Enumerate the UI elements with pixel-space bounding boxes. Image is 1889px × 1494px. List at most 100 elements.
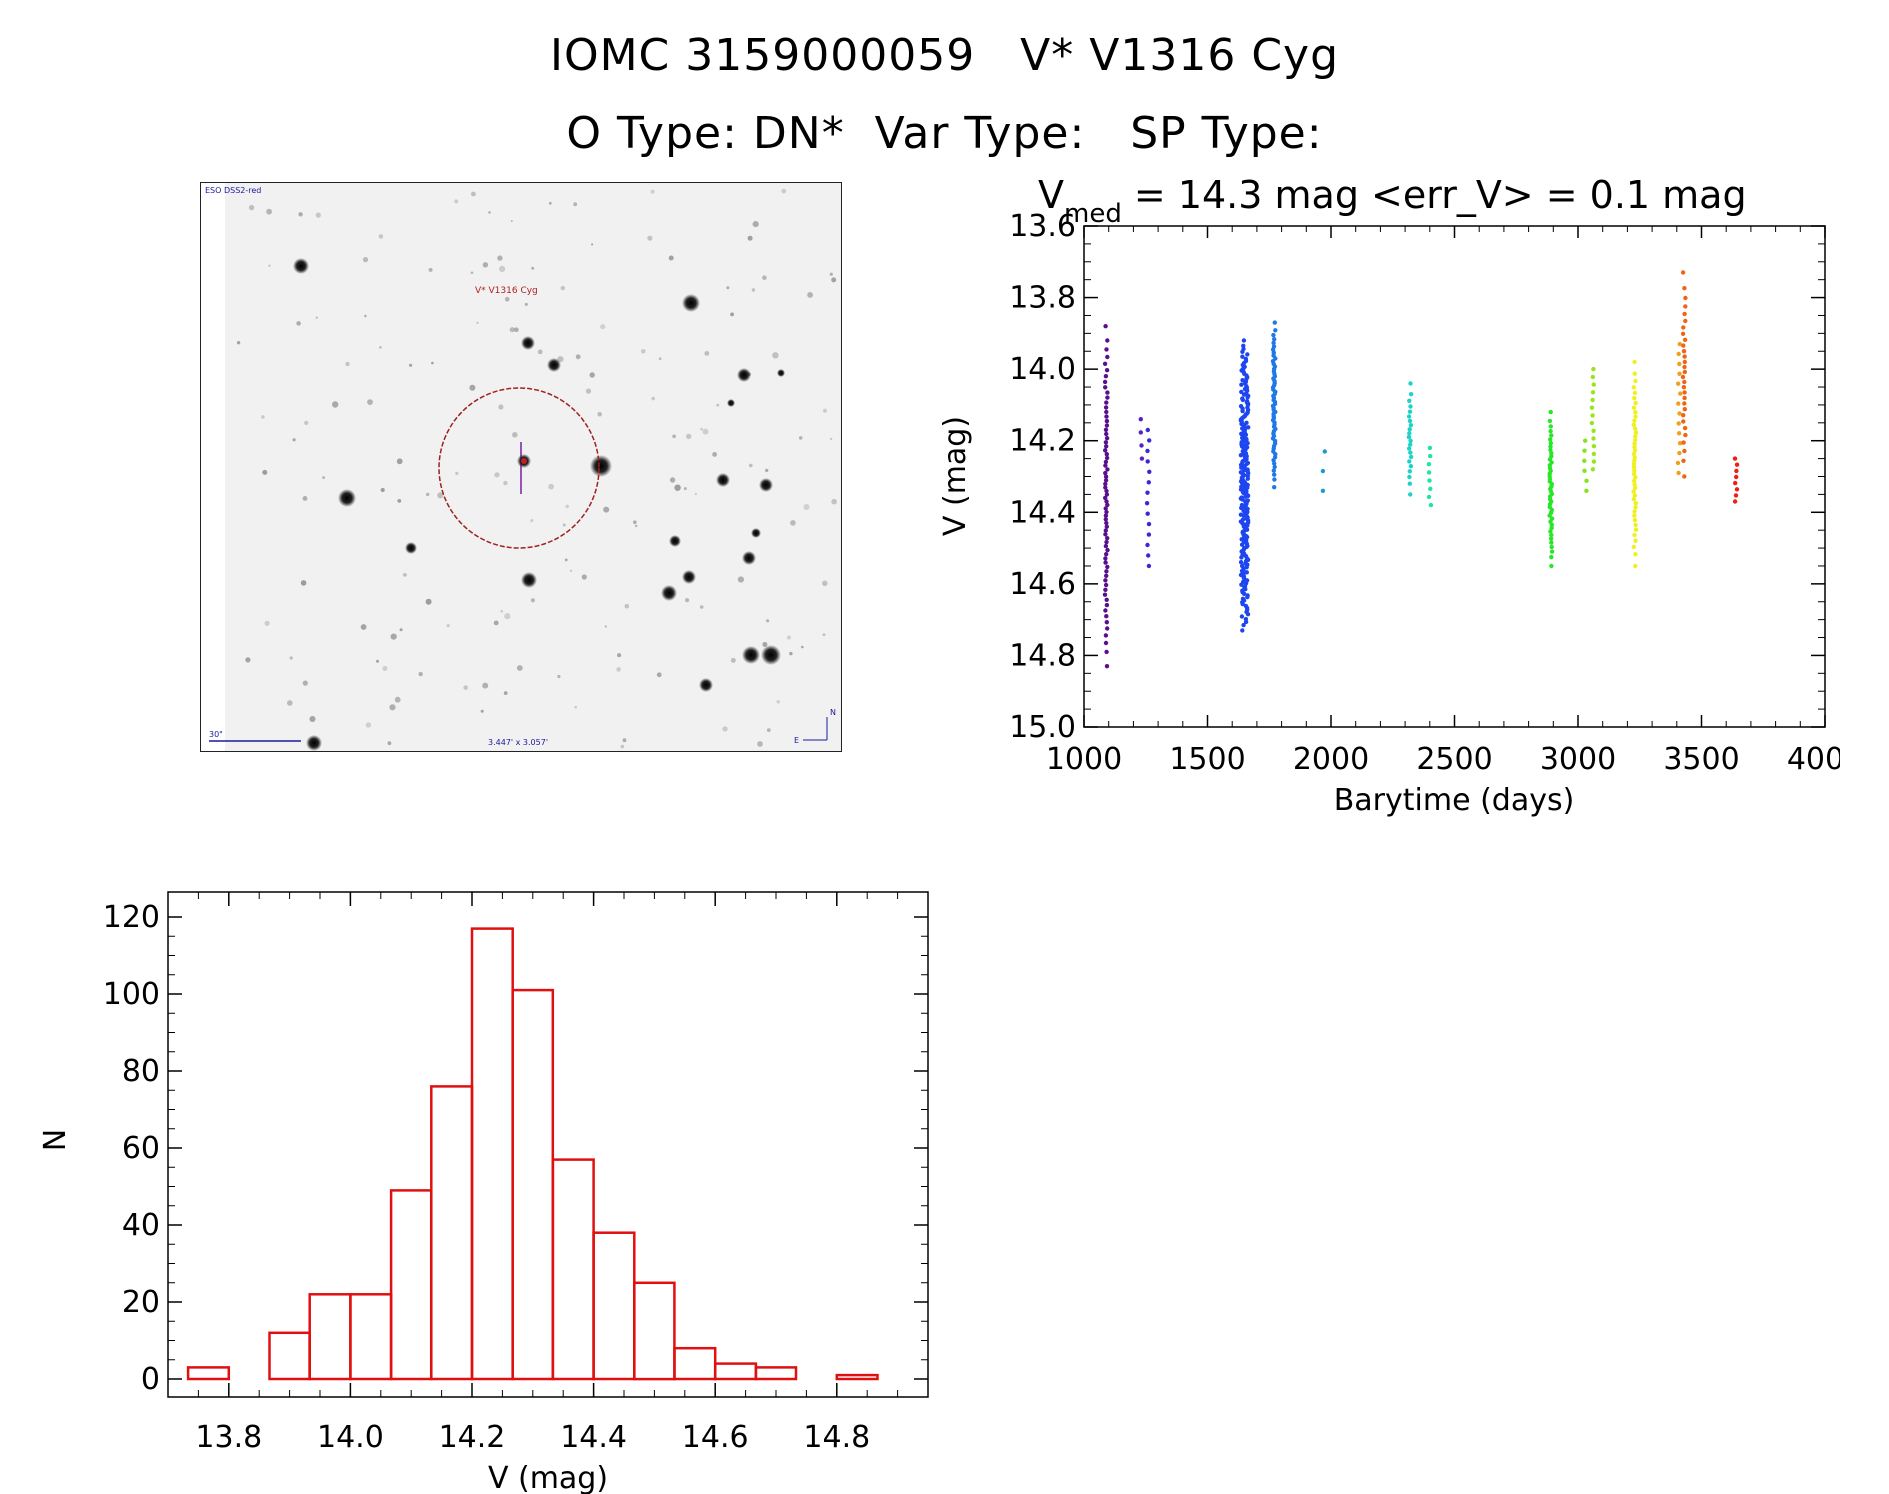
faint-star bbox=[304, 420, 309, 425]
lc-point-season-7 bbox=[1408, 392, 1414, 397]
target-circle bbox=[438, 387, 600, 549]
lc-point-season-1 bbox=[1104, 423, 1110, 428]
lc-point-season-2 bbox=[1139, 443, 1144, 448]
lc-y-tick-label: 14.2 bbox=[1009, 424, 1076, 459]
lc-point-season-11 bbox=[1591, 444, 1597, 449]
lc-point-season-1 bbox=[1104, 452, 1109, 457]
hist-y-tick-label: 100 bbox=[103, 977, 160, 1012]
lc-point-season-14 bbox=[1681, 458, 1686, 463]
lc-axes: 1000 1500 2000 2500 3000 3500 4000 13.6 13.8 14.0… bbox=[1009, 209, 1840, 777]
lc-point-season-1 bbox=[1104, 499, 1109, 504]
lc-point-season-14 bbox=[1682, 390, 1687, 395]
bright-star bbox=[306, 735, 322, 751]
lc-point-season-14 bbox=[1681, 440, 1686, 445]
faint-star bbox=[503, 480, 508, 486]
hist-x-tick-label: 13.8 bbox=[195, 1420, 262, 1455]
lc-point-season-4 bbox=[1240, 349, 1245, 354]
lc-point-season-9 bbox=[1548, 429, 1553, 434]
lc-point-season-3 bbox=[1145, 427, 1150, 433]
faint-star bbox=[497, 255, 503, 261]
faint-star bbox=[807, 292, 813, 298]
lc-point-season-14 bbox=[1683, 295, 1688, 301]
lc-point-season-1 bbox=[1103, 578, 1108, 583]
lc-point-season-1 bbox=[1103, 485, 1108, 490]
lc-point-season-12 bbox=[1631, 451, 1637, 457]
faint-star bbox=[616, 667, 621, 672]
lc-point-season-12 bbox=[1633, 430, 1639, 435]
faint-star bbox=[494, 472, 500, 478]
bright-star bbox=[521, 336, 535, 350]
lc-point-season-4 bbox=[1239, 582, 1244, 587]
faint-star bbox=[399, 628, 403, 632]
lc-point-season-13 bbox=[1677, 450, 1682, 456]
lc-point-season-15 bbox=[1733, 480, 1738, 486]
lc-point-season-1 bbox=[1104, 614, 1109, 619]
lc-point-season-5 bbox=[1271, 340, 1276, 346]
faint-star bbox=[261, 415, 265, 419]
lc-point-season-13 bbox=[1677, 411, 1682, 416]
lc-point-season-15 bbox=[1732, 499, 1738, 504]
lc-x-tick-label: 2500 bbox=[1416, 742, 1492, 777]
faint-star bbox=[658, 357, 662, 360]
faint-star bbox=[781, 188, 787, 194]
lc-point-season-7 bbox=[1408, 423, 1414, 428]
faint-star bbox=[831, 277, 837, 283]
lc-point-season-10 bbox=[1583, 438, 1588, 443]
lc-point-season-4 bbox=[1239, 614, 1245, 619]
faint-star bbox=[530, 519, 534, 522]
lc-point-season-1 bbox=[1103, 427, 1109, 432]
lc-point-season-1 bbox=[1104, 602, 1110, 608]
hist-y-tick-label: 20 bbox=[122, 1285, 160, 1320]
lc-point-season-1 bbox=[1105, 536, 1110, 541]
faint-star bbox=[669, 477, 676, 483]
lc-point-season-4 bbox=[1241, 591, 1247, 596]
svg-text:Vmed = 14.3 mag <err_V> = 0.1: Vmed = 14.3 mag <err_V> = 0.1 mag bbox=[1038, 173, 1747, 229]
lc-point-season-4 bbox=[1240, 601, 1245, 607]
lc-point-season-1 bbox=[1103, 633, 1109, 638]
hist-x-tick-label: 14.6 bbox=[682, 1420, 749, 1455]
faint-star bbox=[512, 432, 518, 438]
lc-point-season-14 bbox=[1680, 374, 1686, 380]
faint-star bbox=[766, 619, 770, 623]
faint-star bbox=[766, 728, 771, 732]
lc-x-tick-label: 3000 bbox=[1540, 742, 1616, 777]
lc-point-season-1 bbox=[1104, 488, 1109, 494]
lc-point-season-11 bbox=[1591, 382, 1596, 387]
faint-star bbox=[762, 642, 768, 647]
lc-point-season-9 bbox=[1548, 440, 1553, 446]
lc-point-season-4 bbox=[1241, 392, 1247, 397]
lc-point-season-12 bbox=[1633, 527, 1639, 532]
bright-star bbox=[682, 570, 696, 584]
faint-star bbox=[829, 437, 833, 441]
faint-star bbox=[622, 738, 627, 743]
faint-star bbox=[573, 202, 578, 207]
faint-star bbox=[454, 199, 459, 204]
lc-point-season-14 bbox=[1682, 364, 1687, 370]
lc-point-season-1 bbox=[1103, 506, 1108, 511]
lc-point-season-7 bbox=[1408, 438, 1413, 443]
hist-y-tick-label: 60 bbox=[122, 1131, 160, 1166]
lc-point-season-12 bbox=[1632, 518, 1638, 523]
chart-subtitle: O Type: DN* Var Type: SP Type: bbox=[566, 108, 1323, 159]
lc-point-season-4 bbox=[1240, 354, 1245, 359]
lc-point-season-1 bbox=[1103, 459, 1109, 465]
faint-star bbox=[589, 372, 595, 378]
lc-point-season-14 bbox=[1682, 379, 1687, 385]
lc-point-season-7 bbox=[1406, 414, 1412, 419]
lc-point-season-7 bbox=[1408, 450, 1413, 455]
faint-star bbox=[700, 427, 703, 431]
lc-point-season-4 bbox=[1245, 476, 1250, 481]
faint-star bbox=[378, 234, 384, 239]
lc-x-tick-label: 4000 bbox=[1787, 742, 1840, 777]
hist-y-label: N bbox=[40, 1129, 73, 1151]
faint-star bbox=[565, 504, 569, 509]
faint-star bbox=[428, 267, 433, 272]
lc-point-season-10 bbox=[1584, 478, 1589, 483]
faint-star bbox=[387, 741, 392, 746]
bright-star bbox=[759, 478, 773, 492]
faint-star bbox=[749, 463, 753, 468]
lc-point-season-12 bbox=[1632, 468, 1637, 473]
lc-point-season-11 bbox=[1590, 397, 1595, 403]
lc-point-season-1 bbox=[1104, 444, 1109, 449]
lc-point-season-10 bbox=[1582, 468, 1587, 473]
